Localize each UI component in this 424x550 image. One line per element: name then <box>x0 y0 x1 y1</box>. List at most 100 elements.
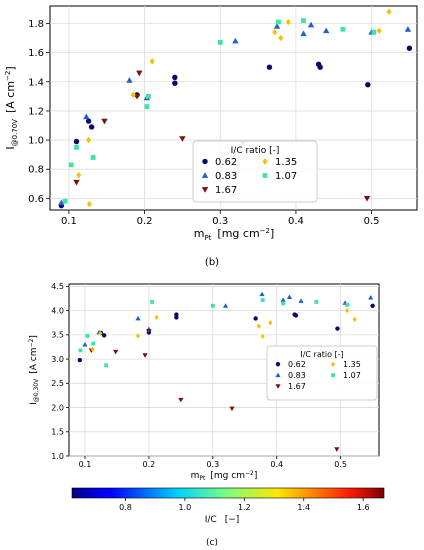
data-point <box>145 93 151 99</box>
data-point <box>101 333 107 338</box>
y-tick-label: 1.2 <box>28 106 44 117</box>
colorbar-tick-label: 1.2 <box>238 503 251 512</box>
y-axis-label-b: I@0.70V[A cm−2] <box>4 66 19 149</box>
data-point <box>256 323 261 329</box>
y-tick-label: 2.0 <box>51 403 64 412</box>
colorbar-gradient <box>71 487 385 499</box>
legend-marker <box>275 372 281 378</box>
legend-label: 0.83 <box>215 171 237 182</box>
data-point <box>314 299 319 304</box>
ticks-b: 0.1 0.2 0.3 0.4 0.5 0.6 0.8 1.0 1.2 1.4 1.6 1.8 <box>28 19 379 227</box>
legend-c: I/C ratio [-] 0.62 0.83 1.67 1.35 1.07 <box>266 345 378 401</box>
data-point <box>77 357 83 363</box>
data-point <box>83 113 90 120</box>
y-tick-label: 0.6 <box>28 194 44 205</box>
data-point <box>286 294 293 300</box>
chart-panel-c: 0.1 0.2 0.3 0.4 0.51.01.52.02.53.03.54.04.5 … <box>28 282 380 482</box>
data-point <box>335 326 340 331</box>
colorbar-ticks: 0.8 1.0 1.2 1.4 1.6 <box>119 498 370 512</box>
data-point <box>126 77 133 83</box>
data-point <box>340 26 346 32</box>
data-point <box>307 21 315 28</box>
x-axis-label-c: mPt [mg cm−2] <box>191 470 258 482</box>
legend-label: 1.67 <box>288 382 306 391</box>
data-point <box>174 315 179 320</box>
data-point <box>222 303 229 308</box>
data-point <box>78 348 83 353</box>
data-points-c <box>77 291 375 452</box>
y-tick-label: 1.0 <box>28 136 44 147</box>
x-tick-label: 0.2 <box>137 216 153 227</box>
colorbar: 0.8 1.0 1.2 1.4 1.6 I/C [−] (c) <box>71 487 385 548</box>
x-tick-label: 0.4 <box>288 216 304 227</box>
data-point <box>322 27 330 34</box>
panel-label-b: (b) <box>205 257 219 268</box>
colorbar-label: I/C [−] <box>205 515 240 525</box>
legend-marker <box>201 172 209 178</box>
data-point <box>317 64 323 70</box>
data-point <box>58 199 65 206</box>
data-point <box>73 179 80 186</box>
data-point <box>217 40 223 45</box>
data-point <box>98 330 103 337</box>
x-tick-label: 0.1 <box>79 460 92 469</box>
y-tick-label: 1.0 <box>51 452 64 461</box>
data-point <box>73 138 80 145</box>
legend-label: 1.07 <box>275 171 297 182</box>
x-tick-label: 0.3 <box>212 216 228 227</box>
data-point <box>260 298 265 302</box>
data-point <box>280 297 286 302</box>
data-point <box>144 104 150 109</box>
data-points-b <box>58 8 413 209</box>
data-point <box>293 313 299 318</box>
data-point <box>130 91 136 99</box>
y-tick-label: 4.5 <box>51 282 64 291</box>
y-tick-label: 3.0 <box>51 355 64 364</box>
colorbar-tick-label: 1.6 <box>357 503 370 512</box>
legend-label: 1.07 <box>343 371 361 380</box>
colorbar-tick-label: 1.4 <box>297 503 310 512</box>
legend-items-b: 0.62 0.83 1.67 1.35 1.07 <box>201 157 297 196</box>
data-point <box>178 397 184 403</box>
y-tick-label: 1.6 <box>28 48 44 59</box>
data-point <box>113 349 119 355</box>
data-point <box>104 363 109 368</box>
legend-label: 0.62 <box>288 360 306 369</box>
legend-marker <box>275 361 281 367</box>
data-point <box>76 171 82 179</box>
y-tick-label: 3.5 <box>51 331 64 340</box>
x-tick-label: 0.5 <box>364 216 380 227</box>
data-point <box>68 162 74 168</box>
x-tick-label: 0.2 <box>143 460 156 469</box>
legend-marker <box>201 187 209 193</box>
legend-marker <box>202 158 208 165</box>
data-point <box>334 447 340 452</box>
data-point <box>298 298 304 303</box>
data-point <box>86 200 92 208</box>
data-point <box>260 333 265 339</box>
data-point <box>135 333 141 339</box>
data-point <box>300 30 307 37</box>
data-point <box>301 18 306 23</box>
panel-label-c: (c) <box>206 538 218 548</box>
y-tick-label: 1.8 <box>28 19 44 30</box>
data-point <box>91 341 96 346</box>
data-point <box>136 70 143 77</box>
data-point <box>150 299 155 304</box>
data-point <box>142 353 148 358</box>
data-point <box>253 316 258 321</box>
data-point <box>281 301 286 306</box>
legend-marker <box>330 361 336 367</box>
data-point <box>90 346 95 353</box>
data-point <box>259 291 265 297</box>
x-tick-label: 0.1 <box>61 216 77 227</box>
data-point <box>386 8 392 16</box>
data-point <box>146 329 152 334</box>
data-point <box>232 37 239 44</box>
data-point <box>172 80 178 86</box>
legend-marker <box>262 173 268 178</box>
data-point <box>365 81 371 88</box>
legend-label: 0.62 <box>215 157 237 168</box>
data-point <box>273 23 281 29</box>
